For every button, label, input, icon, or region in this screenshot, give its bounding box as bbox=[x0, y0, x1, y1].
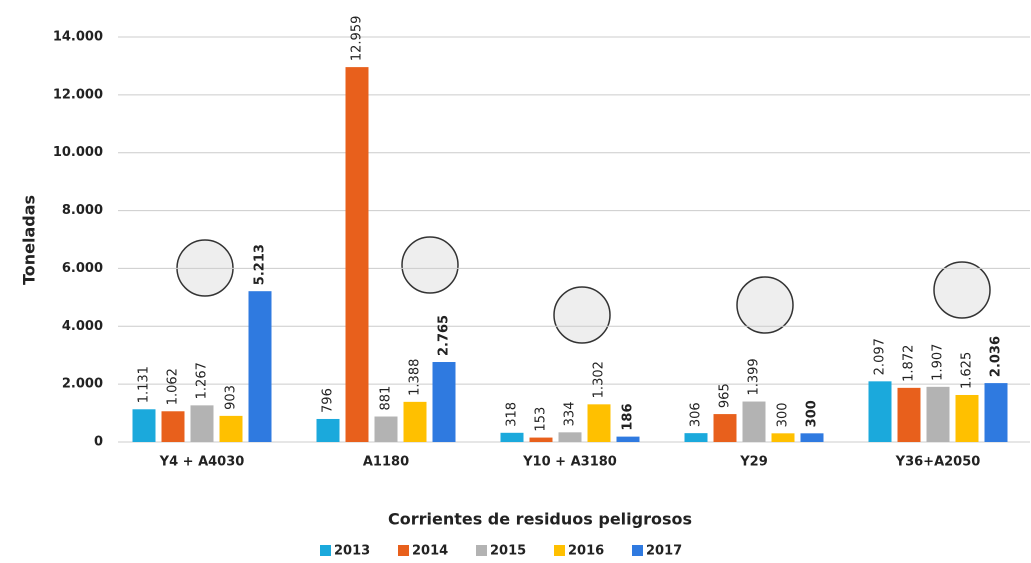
bar bbox=[433, 362, 456, 442]
bar bbox=[404, 402, 427, 442]
legend-label: 2015 bbox=[490, 544, 526, 559]
bar bbox=[133, 409, 156, 442]
legend-label: 2017 bbox=[646, 544, 682, 559]
value-label: 306 bbox=[689, 402, 704, 427]
value-label: 12.959 bbox=[350, 16, 365, 62]
value-label: 965 bbox=[718, 383, 733, 408]
x-axis-title: Corrientes de residuos peligrosos bbox=[388, 510, 692, 529]
value-label: 2.765 bbox=[437, 315, 452, 356]
y-tick-label: 4.000 bbox=[62, 319, 103, 334]
legend-label: 2013 bbox=[334, 544, 370, 559]
bar bbox=[220, 416, 243, 442]
value-label: 153 bbox=[534, 407, 549, 432]
value-label: 2.097 bbox=[873, 338, 888, 375]
bar bbox=[375, 417, 398, 442]
legend-swatch bbox=[554, 545, 565, 556]
x-tick-label: Y4 + A4030 bbox=[159, 455, 245, 470]
x-tick-label: Y36+A2050 bbox=[895, 455, 981, 470]
legend-swatch bbox=[632, 545, 643, 556]
bar bbox=[801, 433, 824, 442]
bar bbox=[714, 414, 737, 442]
y-tick-label: 10.000 bbox=[53, 145, 103, 160]
bar bbox=[743, 402, 766, 442]
legend-swatch bbox=[398, 545, 409, 556]
bar bbox=[588, 404, 611, 442]
bar bbox=[617, 437, 640, 442]
value-label: 334 bbox=[563, 402, 578, 427]
chart: Toneladas Corrientes de residuos peligro… bbox=[0, 0, 1031, 563]
y-tick-label: 14.000 bbox=[53, 30, 103, 45]
bar bbox=[927, 387, 950, 442]
legend-swatch bbox=[476, 545, 487, 556]
legend-label: 2014 bbox=[412, 544, 448, 559]
value-label: 1.625 bbox=[960, 352, 975, 389]
bar bbox=[162, 411, 185, 442]
value-label: 300 bbox=[805, 400, 820, 427]
bar bbox=[191, 405, 214, 442]
y-tick-label: 8.000 bbox=[62, 203, 103, 218]
bar bbox=[898, 388, 921, 442]
value-label: 1.131 bbox=[137, 366, 152, 403]
value-label: 1.062 bbox=[166, 368, 181, 405]
value-label: 1.872 bbox=[902, 345, 917, 382]
x-tick-label: A1180 bbox=[363, 455, 409, 470]
icons bbox=[177, 237, 990, 343]
value-label: 1.399 bbox=[747, 358, 762, 395]
bar bbox=[559, 432, 582, 442]
value-label: 318 bbox=[505, 402, 520, 427]
bar bbox=[346, 67, 369, 442]
bar bbox=[685, 433, 708, 442]
y-tick-label: 2.000 bbox=[62, 377, 103, 392]
value-label: 903 bbox=[224, 385, 239, 410]
bar bbox=[956, 395, 979, 442]
bar bbox=[530, 438, 553, 442]
bar bbox=[249, 291, 272, 442]
bar bbox=[869, 381, 892, 442]
value-label: 881 bbox=[379, 386, 394, 411]
bar bbox=[501, 433, 524, 442]
legend-label: 2016 bbox=[568, 544, 604, 559]
y-tick-label: 6.000 bbox=[62, 261, 103, 276]
x-tick-label: Y29 bbox=[739, 455, 768, 470]
x-tick-label: Y10 + A3180 bbox=[522, 455, 617, 470]
y-tick-label: 12.000 bbox=[53, 87, 103, 102]
bar bbox=[317, 419, 340, 442]
bar bbox=[985, 383, 1008, 442]
bar bbox=[772, 433, 795, 442]
value-label: 1.907 bbox=[931, 344, 946, 381]
legend-swatch bbox=[320, 545, 331, 556]
value-label: 1.302 bbox=[592, 361, 607, 398]
value-label: 300 bbox=[776, 402, 791, 427]
value-label: 2.036 bbox=[989, 336, 1004, 377]
value-label: 5.213 bbox=[253, 244, 268, 285]
y-axis-title: Toneladas bbox=[20, 195, 39, 285]
value-label: 1.388 bbox=[408, 359, 423, 396]
value-label: 186 bbox=[621, 403, 636, 430]
y-tick-label: 0 bbox=[94, 435, 103, 450]
value-label: 1.267 bbox=[195, 362, 210, 399]
value-label: 796 bbox=[321, 388, 336, 413]
